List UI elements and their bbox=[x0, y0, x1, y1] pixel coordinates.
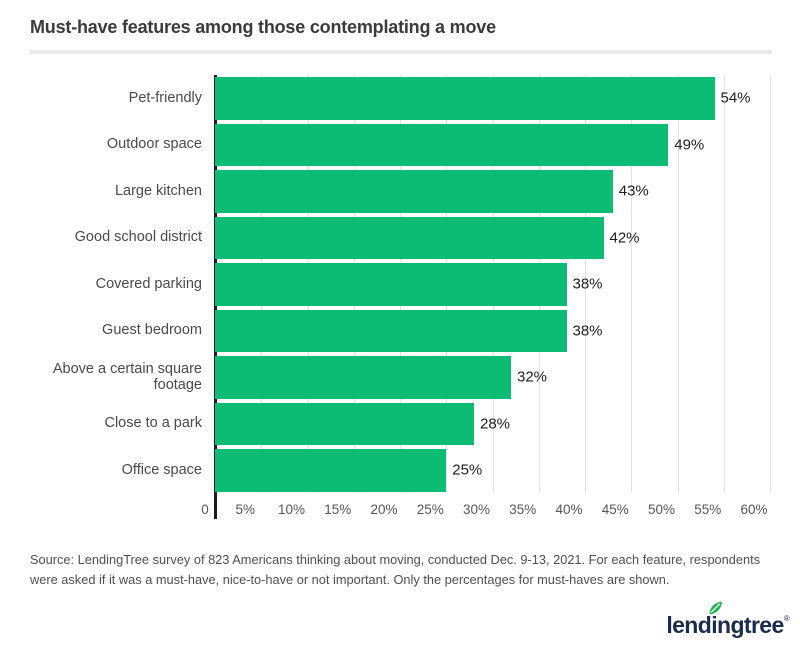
bar-row: Pet-friendly 54% bbox=[30, 75, 770, 122]
bar bbox=[215, 449, 447, 492]
bar-chart: Pet-friendly 54% Outdoor space 49% Large kit… bbox=[30, 75, 778, 525]
x-tick-label: 0 bbox=[201, 502, 209, 517]
bar-track: 54% bbox=[215, 75, 770, 122]
x-tick-label: 50% bbox=[647, 502, 676, 517]
bar-row: Guest bedroom 38% bbox=[30, 308, 770, 355]
category-label: Guest bedroom bbox=[102, 322, 202, 339]
bar bbox=[215, 402, 474, 445]
bar bbox=[215, 356, 511, 399]
lendingtree-logo: lendingtree® bbox=[666, 598, 790, 639]
gridline bbox=[770, 75, 771, 493]
category-label: Pet-friendly bbox=[128, 89, 202, 106]
bar-track: 49% bbox=[215, 122, 770, 169]
bar bbox=[215, 123, 669, 166]
category-label: Close to a park bbox=[104, 415, 202, 432]
value-label: 38% bbox=[572, 322, 603, 340]
source-note: Source: LendingTree survey of 823 Americ… bbox=[30, 552, 761, 588]
x-tick-label: 35% bbox=[509, 502, 537, 517]
bar bbox=[215, 309, 567, 352]
category-label: Office space bbox=[121, 461, 202, 478]
x-tick-label: 45% bbox=[601, 502, 629, 517]
x-tick-label: 20% bbox=[370, 502, 398, 517]
bar-track: 42% bbox=[215, 215, 770, 262]
x-tick-label: 55% bbox=[694, 502, 722, 517]
registered-mark: ® bbox=[783, 614, 790, 623]
bar-row: Covered parking 38% bbox=[30, 261, 770, 308]
x-tick-label: 5% bbox=[235, 502, 255, 517]
value-label: 49% bbox=[674, 136, 705, 154]
bar-track: 38% bbox=[215, 308, 770, 355]
leaf-icon bbox=[709, 601, 723, 615]
category-label: Large kitchen bbox=[114, 182, 202, 199]
category-label: Above a certain square footage bbox=[52, 360, 202, 394]
bar-track: 32% bbox=[215, 354, 770, 401]
value-label: 25% bbox=[452, 461, 483, 479]
bar bbox=[215, 170, 613, 213]
bar-track: 25% bbox=[215, 447, 770, 494]
x-tick-label: 60% bbox=[740, 502, 768, 517]
value-label: 38% bbox=[572, 275, 603, 293]
value-label: 28% bbox=[480, 415, 511, 433]
bar bbox=[215, 263, 567, 306]
value-label: 32% bbox=[516, 368, 548, 386]
logo-text: lendingtree bbox=[666, 612, 784, 638]
category-label: Good school district bbox=[74, 229, 202, 246]
gridline bbox=[585, 75, 586, 493]
gridline bbox=[723, 75, 725, 493]
bar-row: Outdoor space 49% bbox=[30, 122, 770, 169]
category-label: Outdoor space bbox=[106, 136, 202, 153]
x-tick-label: 10% bbox=[277, 502, 305, 517]
x-axis-tick-labels: 0 5% 10% 15% 20% 25% 30% 35% 40% 45% 50% 55% 60% bbox=[201, 499, 770, 523]
value-label: 54% bbox=[720, 89, 751, 107]
bar-row: Large kitchen 43% bbox=[30, 168, 770, 215]
bar-row: Office space 25% bbox=[30, 447, 770, 494]
logo-wordmark: lendingtree® bbox=[666, 601, 790, 639]
category-label: Covered parking bbox=[95, 275, 202, 292]
x-tick-label: 25% bbox=[416, 502, 444, 517]
gridline bbox=[677, 75, 679, 493]
x-tick-label: 30% bbox=[462, 502, 491, 517]
bar-track: 43% bbox=[215, 168, 770, 215]
bar bbox=[215, 216, 604, 259]
bar-row: Good school district 42% bbox=[30, 215, 770, 262]
x-tick-label: 15% bbox=[324, 502, 352, 517]
bar-track: 28% bbox=[215, 401, 770, 448]
value-label: 43% bbox=[618, 182, 649, 200]
bar-track: 38% bbox=[215, 261, 770, 308]
bar-row: Close to a park 28% bbox=[30, 401, 770, 448]
value-label: 42% bbox=[609, 229, 640, 247]
bar-rows: Pet-friendly 54% Outdoor space 49% Large kit… bbox=[30, 75, 770, 494]
title-divider bbox=[30, 50, 772, 54]
bar bbox=[215, 77, 715, 120]
gridline bbox=[631, 75, 633, 493]
x-tick-label: 40% bbox=[555, 502, 583, 517]
chart-title: Must-have features among those contempla… bbox=[30, 17, 496, 37]
bar-row: Above a certain square footage 32% bbox=[30, 354, 770, 401]
